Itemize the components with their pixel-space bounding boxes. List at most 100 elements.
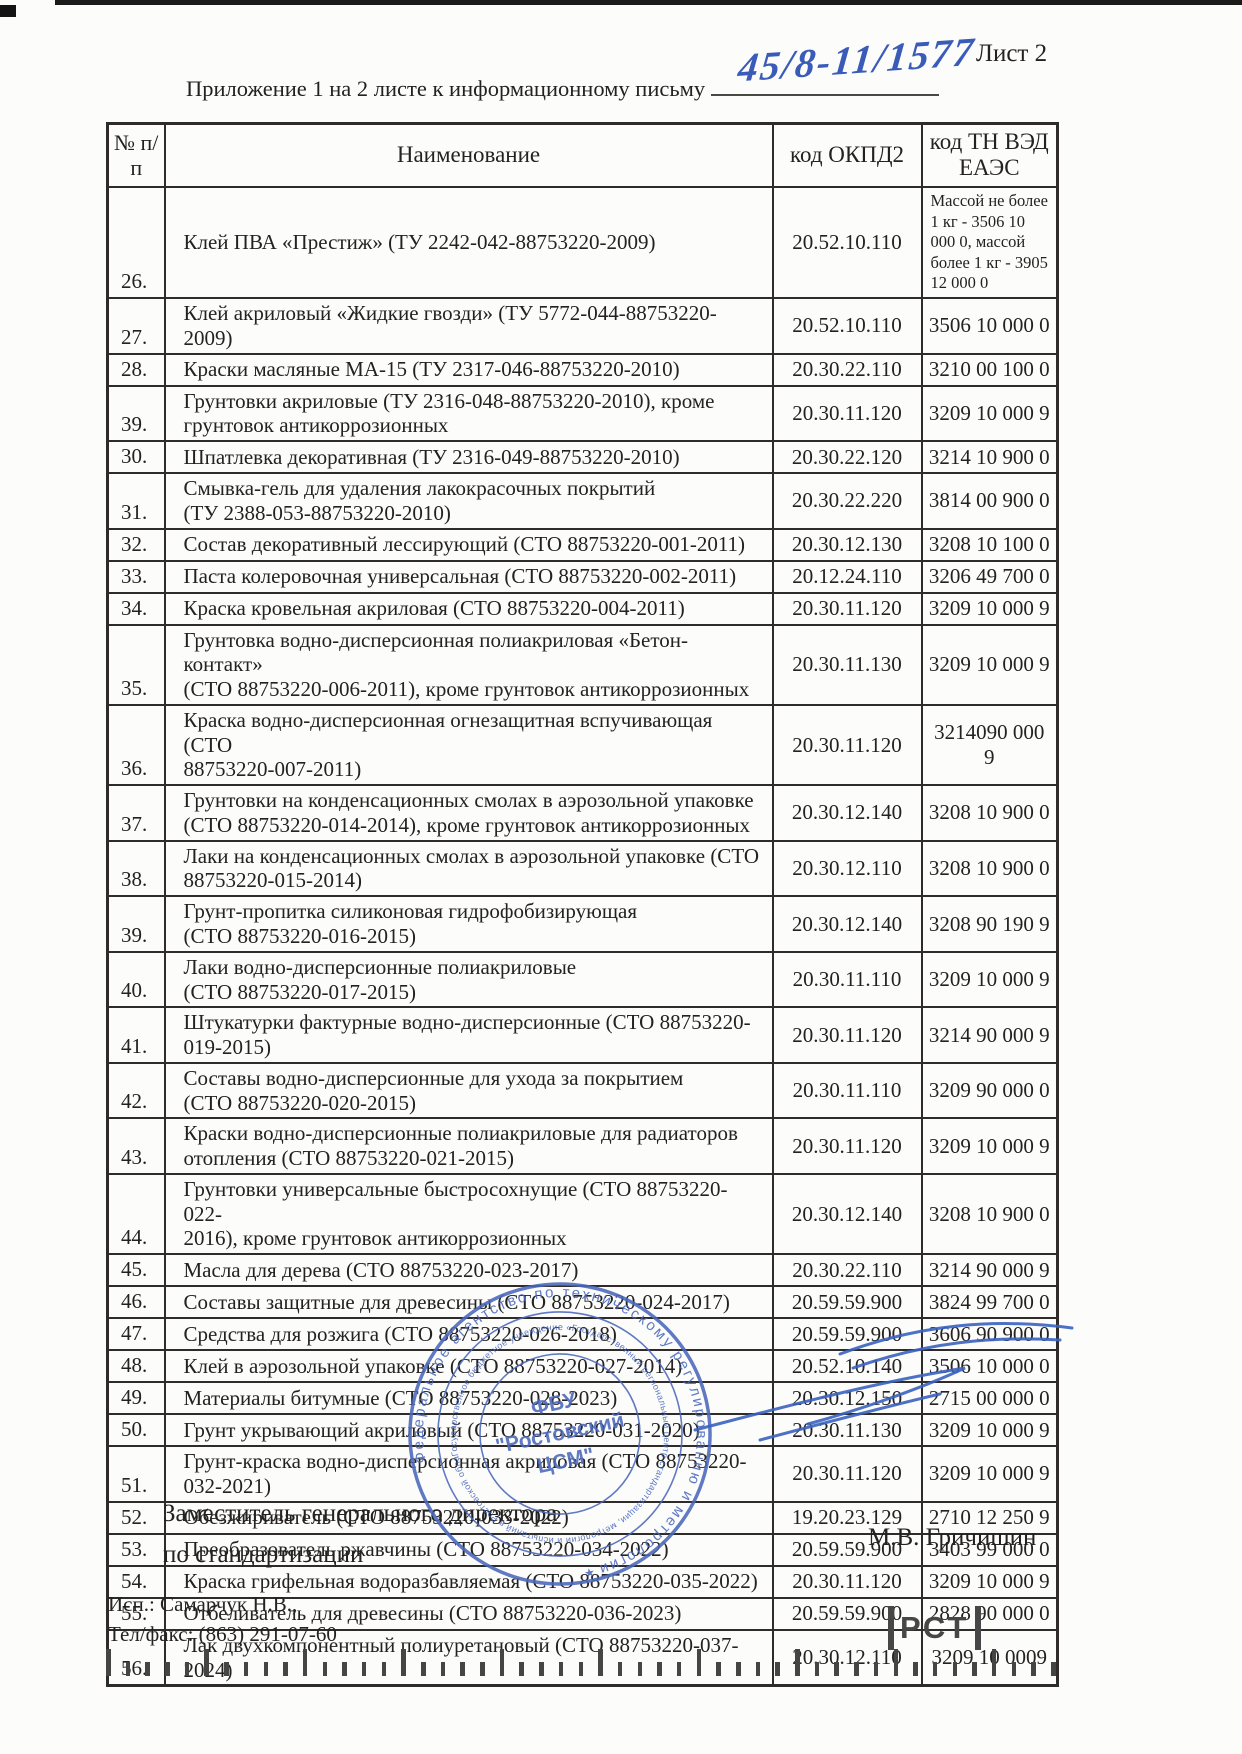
ruler-tick — [775, 1662, 780, 1676]
rst-logo-text: РСТ — [900, 1610, 970, 1645]
cell-num: 53. — [106, 1532, 166, 1567]
cell-okpd2: 19.20.23.129 — [771, 1500, 923, 1535]
cell-tnved: 3209 10 000 9 — [920, 1413, 1059, 1448]
cell-num: 43. — [106, 1117, 166, 1175]
cell-num: 41. — [106, 1006, 166, 1064]
table-row: 26. Клей ПВА «Престиж» (ТУ 2242-042-88753… — [106, 185, 1059, 300]
ruler-tick — [657, 1662, 662, 1676]
ruler-tick — [263, 1662, 268, 1676]
rst-logo-left-bar — [888, 1606, 894, 1650]
ruler-tick — [617, 1662, 623, 1676]
cell-okpd2: 20.59.59.900 — [771, 1285, 923, 1320]
ruler-tick — [499, 1649, 505, 1676]
cell-name: Материалы битумные (СТО 88753220-028-202… — [163, 1381, 774, 1416]
stamp-center-name2: ЦСМ" — [535, 1444, 596, 1478]
cell-tnved: 3824 99 700 0 — [920, 1285, 1059, 1320]
ruler-tick — [302, 1649, 308, 1676]
stamp-center-abbr: ФБУ — [529, 1388, 579, 1420]
table-row: 35. Грунтовка водно-дисперсионная полиакр… — [106, 623, 1059, 706]
cell-num: 47. — [106, 1317, 166, 1352]
cell-name: Преобразователь ржавчины (СТО 88753220-0… — [163, 1532, 774, 1567]
cell-tnved: 3209 10 0009 — [920, 1628, 1059, 1687]
handwritten-letter-number: 45/8-11/1577 — [735, 28, 978, 91]
cell-tnved: 3214 90 000 9 — [920, 1006, 1059, 1064]
ruler-tick — [1011, 1662, 1017, 1676]
table-row: 49. Материалы битумные (СТО 88753220-028-… — [106, 1381, 1059, 1416]
ruler-tick — [440, 1662, 446, 1676]
cell-num: 55. — [106, 1596, 166, 1631]
cell-name: Масла для дерева (СТО 88753220-023-2017) — [163, 1253, 774, 1288]
cell-tnved: 2710 12 250 9 — [920, 1500, 1059, 1535]
table-row: 46. Составы защитные для древесины (СТО 8… — [106, 1285, 1059, 1320]
table-row: 34. Краска кровельная акриловая (СТО 8875… — [106, 591, 1059, 626]
ruler-tick — [322, 1662, 328, 1676]
ruler-tick — [637, 1662, 643, 1676]
cell-num: 49. — [106, 1381, 166, 1416]
scan-artifact-corner — [0, 5, 16, 17]
barcode-ruler — [106, 1646, 1056, 1676]
cell-tnved: 3214090 000 9 — [920, 703, 1059, 787]
table-row: 43. Краски водно-дисперсионные полиакрило… — [106, 1117, 1059, 1175]
cell-okpd2: 20.30.22.120 — [771, 440, 923, 475]
executor-phone: Тел/факс: (863) 291-07-60 — [108, 1621, 337, 1646]
cell-num: 48. — [106, 1349, 166, 1384]
table-row: 36. Краска водно-дисперсионная огнезащитн… — [106, 703, 1059, 787]
cell-name: Составы водно-дисперсионные для ухода за… — [163, 1061, 774, 1120]
cell-tnved: 3209 10 000 9 — [920, 1564, 1059, 1599]
table-row: 31. Смывка-гель для удаления лакокрасочны… — [106, 472, 1059, 530]
cell-tnved: 3209 10 000 9 — [920, 950, 1059, 1009]
cell-tnved: 3209 10 000 9 — [920, 591, 1059, 626]
cell-num: 46. — [106, 1285, 166, 1320]
cell-okpd2: 20.30.12.130 — [771, 527, 923, 562]
cell-name: Грунтовки акриловые (ТУ 2316-048-8875322… — [163, 384, 774, 443]
cell-okpd2: 20.59.59.900 — [771, 1596, 923, 1631]
ruler-tick — [814, 1662, 820, 1676]
cell-name: Краска грифельная водоразбавляемая (СТО … — [163, 1564, 774, 1599]
table-row: 44. Грунтовки универсальные быстросохнущи… — [106, 1172, 1059, 1256]
sheet-number-label: Лист 2 — [976, 40, 1048, 67]
cell-name: Обезжириватель (СТО 88753220-033-2022) — [163, 1500, 774, 1535]
ruler-tick — [558, 1662, 564, 1676]
cell-okpd2: 20.12.24.110 — [771, 559, 923, 594]
ruler-tick — [893, 1649, 898, 1676]
ruler-tick — [913, 1662, 918, 1676]
executor-block: Исп.: Самарчук Н.В., Тел/факс: (863) 291… — [108, 1590, 337, 1650]
cell-name: Лаки на конденсационных смолах в аэрозол… — [163, 839, 774, 898]
ruler-tick — [972, 1662, 977, 1676]
cell-num: 34. — [106, 591, 166, 626]
ruler-tick — [539, 1662, 544, 1676]
cell-okpd2: 20.30.11.110 — [771, 1061, 923, 1120]
cell-tnved: 3209 90 000 0 — [920, 1061, 1059, 1120]
cell-tnved: Массой не более 1 кг - 3506 10 000 0, ма… — [920, 185, 1059, 300]
header-tnved: код ТН ВЭД ЕАЭС — [920, 122, 1059, 188]
cell-okpd2: 20.30.11.110 — [771, 950, 923, 1009]
cell-name: Состав декоративный лессирующий (СТО 887… — [163, 527, 774, 562]
cell-num: 51. — [106, 1445, 166, 1503]
cell-okpd2: 20.30.22.110 — [771, 1253, 923, 1288]
ruler-tick — [342, 1662, 347, 1676]
cell-tnved: 3506 10 000 0 — [920, 297, 1059, 355]
cell-num: 38. — [106, 839, 166, 898]
cell-okpd2: 20.30.11.120 — [771, 1006, 923, 1064]
ruler-tick — [873, 1662, 879, 1676]
cell-name: Краска водно-дисперсионная огнезащитная … — [163, 703, 774, 787]
cell-okpd2: 20.52.10.110 — [771, 185, 923, 300]
table-row: 32. Состав декоративный лессирующий (СТО … — [106, 527, 1059, 562]
ruler-tick — [125, 1662, 131, 1676]
cell-name: Лак двухкомпонентный полиуретановый (СТО… — [163, 1628, 774, 1687]
ruler-tick — [519, 1662, 524, 1676]
cell-name: Смывка-гель для удаления лакокрасочных п… — [163, 472, 774, 530]
ruler-tick — [854, 1662, 859, 1676]
cell-tnved: 2828 90 000 0 — [920, 1596, 1059, 1631]
round-stamp: Федеральное агентство по техническому ре… — [370, 1250, 738, 1611]
cell-okpd2: 20.30.12.110 — [771, 839, 923, 898]
cell-name: Клей ПВА «Престиж» (ТУ 2242-042-88753220… — [163, 185, 774, 300]
cell-num: 42. — [106, 1061, 166, 1120]
table-row: 38. Лаки на конденсационных смолах в аэро… — [106, 839, 1059, 898]
cell-tnved: 3209 10 000 9 — [920, 1445, 1059, 1503]
ruler-tick — [716, 1662, 721, 1676]
scan-artifact-top-line — [55, 0, 1242, 5]
cell-name: Лаки водно-дисперсионные полиакриловые (… — [163, 950, 774, 1009]
ruler-tick — [696, 1649, 702, 1676]
table-row: 55. Отбеливатель для древесины (СТО 88753… — [106, 1596, 1059, 1631]
